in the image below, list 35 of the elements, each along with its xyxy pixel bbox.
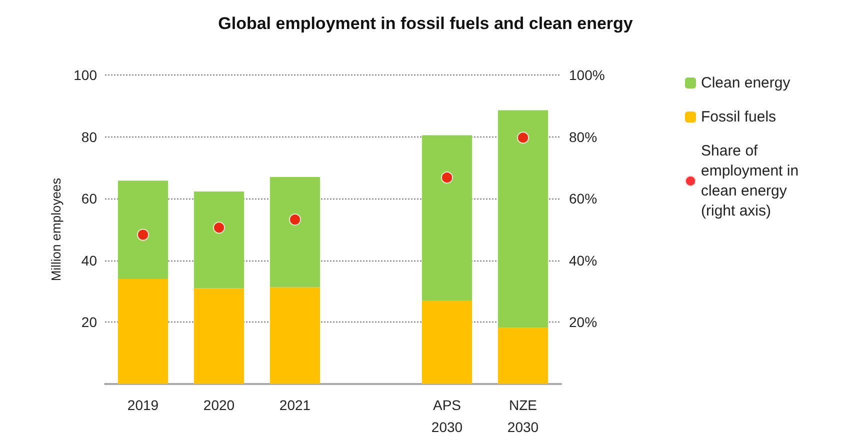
y-tick-label: 80 <box>81 128 98 145</box>
bar <box>118 278 168 384</box>
bar <box>270 176 320 288</box>
x-tick-label: 2021 <box>279 397 311 413</box>
point <box>137 228 149 241</box>
y-tick-label: 60 <box>81 190 98 207</box>
y2-tick-label: 100% <box>569 67 605 83</box>
y-tick-label: 100 <box>74 67 98 83</box>
x-tick-label: NZE 2030 <box>507 397 539 435</box>
bar <box>498 110 548 328</box>
x-tick-label: 2019 <box>127 397 159 413</box>
bar <box>422 135 472 301</box>
legend-label: Fossil fuels <box>701 108 776 126</box>
point <box>517 132 529 144</box>
x-tick-label: 2020 <box>203 397 235 413</box>
x-tick-label: APS 2030 <box>431 397 463 435</box>
legend-label: Share of employment in clean energy (right axis) <box>701 142 803 220</box>
bar <box>270 287 320 384</box>
y-axis-title: Million employees <box>48 177 64 282</box>
legend-label: Clean energy <box>701 74 791 92</box>
y2-tick-label: 20% <box>569 314 598 330</box>
bar <box>498 328 548 384</box>
bar <box>118 180 168 279</box>
y-tick-label: 40 <box>81 252 98 268</box>
bar <box>194 191 244 288</box>
point <box>289 214 301 226</box>
y2-tick-label: 80% <box>569 128 598 145</box>
y2-tick-label: 40% <box>569 252 598 268</box>
bar <box>422 300 472 384</box>
chart-title: Global employment in fossil fuels and clean energy <box>218 14 634 33</box>
point <box>213 222 225 234</box>
y2-tick-label: 60% <box>569 190 598 207</box>
y-tick-label: 20 <box>81 314 98 330</box>
bar <box>194 288 244 384</box>
point <box>441 172 453 184</box>
